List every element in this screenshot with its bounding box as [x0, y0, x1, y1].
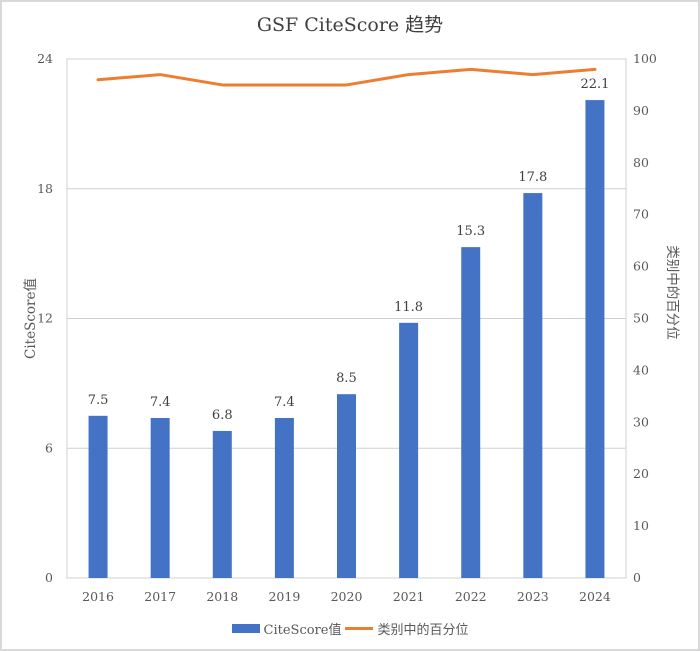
bar-data-label: 17.8 [518, 170, 547, 185]
y-tick-label-left: 24 [37, 51, 53, 66]
bar-data-label: 7.5 [88, 393, 109, 408]
bar [150, 417, 170, 578]
x-tick-label: 2024 [579, 589, 611, 604]
legend-label-percentile: 类别中的百分位 [377, 623, 469, 638]
bar [399, 322, 419, 578]
legend-item-percentile[interactable]: 类别中的百分位 [345, 619, 468, 638]
bar-data-label: 6.8 [212, 408, 233, 423]
y-tick-label-left: 0 [45, 570, 53, 585]
x-tick-label: 2023 [517, 589, 549, 604]
bar-data-label: 7.4 [274, 395, 295, 410]
bar-swatch-icon [231, 624, 260, 633]
y-tick-label-left: 6 [45, 440, 53, 455]
y-tick-label-right: 40 [633, 362, 649, 377]
x-tick-label: 2018 [206, 589, 238, 604]
bar [212, 430, 232, 578]
bar [585, 100, 605, 579]
chart-title: GSF CiteScore 趋势 [256, 14, 444, 36]
y-tick-label-left: 12 [37, 311, 53, 326]
y-axis-title-left: CiteScore值 [23, 278, 39, 359]
bar-data-label: 7.4 [150, 395, 171, 410]
x-tick-label: 2019 [268, 589, 300, 604]
legend-label-citescore: CiteScore值 [263, 623, 342, 638]
bar-data-label: 22.1 [580, 77, 609, 92]
bar [461, 247, 481, 578]
bar [274, 417, 294, 578]
y-tick-label-right: 60 [633, 259, 649, 274]
legend: CiteScore值 类别中的百分位 [0, 619, 700, 638]
x-tick-label: 2020 [331, 589, 363, 604]
y-tick-label-right: 50 [633, 311, 649, 326]
line-swatch-icon [345, 627, 374, 630]
bar-data-label: 8.5 [336, 371, 357, 386]
bar-data-label: 15.3 [456, 224, 485, 239]
y-tick-label-right: 90 [633, 103, 649, 118]
y-tick-label-right: 80 [633, 155, 649, 170]
bar [88, 415, 108, 578]
bar [523, 193, 543, 578]
bar-data-label: 11.8 [394, 300, 423, 315]
y-tick-label-right: 70 [633, 207, 649, 222]
percentile-line [96, 67, 597, 87]
x-tick-label: 2017 [144, 589, 176, 604]
y-tick-label-right: 30 [633, 414, 649, 429]
legend-item-citescore[interactable]: CiteScore值 [231, 619, 342, 638]
y-tick-label-right: 20 [633, 466, 649, 481]
bar [337, 394, 356, 578]
y-tick-label-left: 18 [37, 181, 53, 196]
y-tick-label-right: 100 [633, 51, 657, 66]
y-tick-label-right: 10 [633, 518, 649, 533]
y-axis-title-right: 类别中的百分位 [664, 245, 680, 340]
x-tick-label: 2022 [455, 589, 487, 604]
y-tick-label-right: 0 [633, 570, 641, 585]
x-tick-label: 2016 [82, 589, 114, 604]
x-tick-label: 2021 [393, 589, 425, 604]
